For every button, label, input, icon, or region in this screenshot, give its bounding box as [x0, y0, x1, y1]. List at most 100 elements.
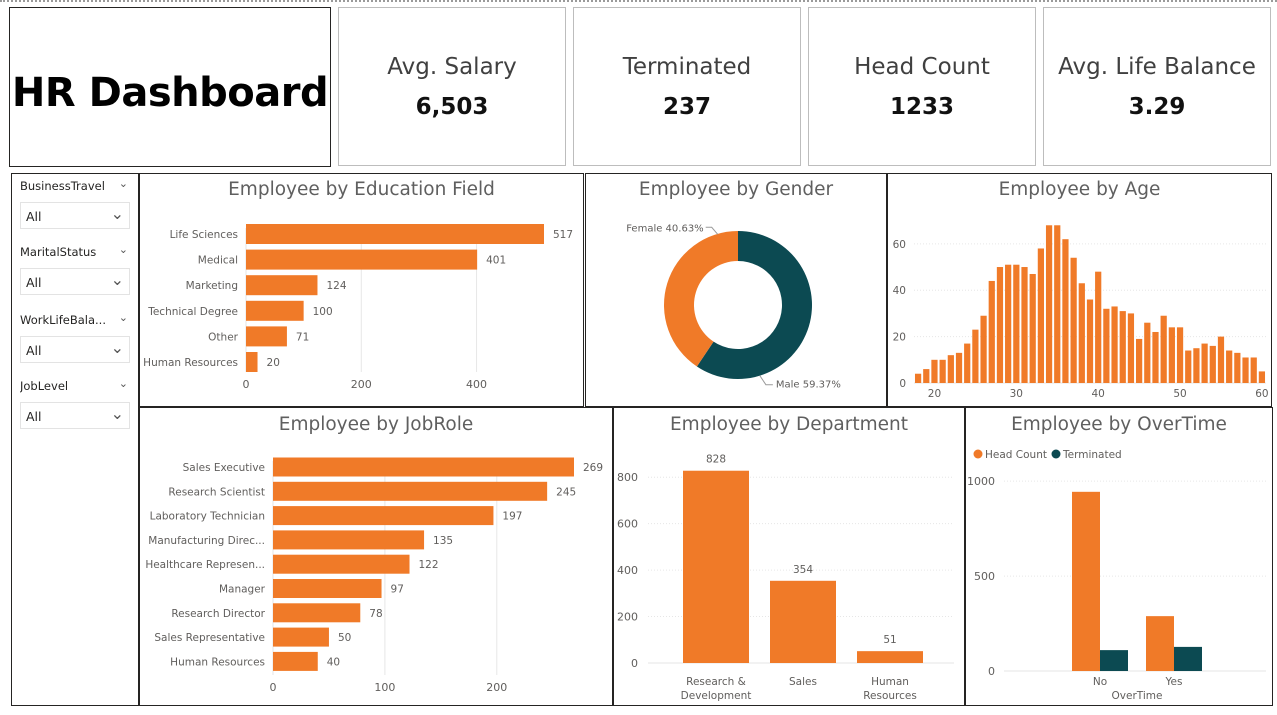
top-border	[0, 0, 1277, 2]
kpi-label: Terminated	[622, 54, 752, 80]
kpi-card-avg-salary[interactable]: Avg. Salary 6,503	[338, 7, 566, 166]
chart-gender[interactable]: Employee by Gender Female 40.63% Male 59.…	[585, 173, 887, 407]
bar	[1226, 350, 1233, 383]
slicer-job-level: JobLevel ⌄ All ⌄	[20, 379, 130, 429]
x-tick-label: 400	[466, 378, 487, 391]
bar	[273, 530, 425, 550]
bar	[947, 355, 954, 383]
slicer-label: MaritalStatus	[20, 245, 97, 259]
chevron-down-icon[interactable]: ⌄	[118, 245, 128, 256]
data-label: 401	[486, 255, 506, 267]
slicer-header-marital-status[interactable]: MaritalStatus ⌄	[20, 245, 130, 263]
slice-label: Female 40.63%	[626, 223, 703, 234]
bar	[1054, 225, 1061, 383]
chevron-down-icon[interactable]: ⌄	[118, 379, 128, 390]
bar	[1146, 616, 1174, 671]
data-label: 20	[267, 357, 280, 369]
category-label: Manufacturing Direc...	[148, 535, 265, 547]
slicer-panel: BusinessTravel ⌄ All ⌄ MaritalStatus ⌄ A…	[11, 173, 139, 706]
category-label: Sales	[789, 676, 817, 688]
data-label: 100	[313, 306, 333, 318]
slicer-header-work-life-balance[interactable]: WorkLifeBala... ⌄	[20, 313, 130, 331]
bar	[1127, 313, 1135, 383]
data-label: 517	[553, 229, 573, 241]
slicer-header-business-travel[interactable]: BusinessTravel ⌄	[20, 179, 130, 197]
x-tick-label: 0	[270, 681, 277, 694]
slicer-dropdown-job-level[interactable]: All ⌄	[20, 402, 130, 429]
kpi-card-avg-life-balance[interactable]: Avg. Life Balance 3.29	[1043, 7, 1271, 166]
chevron-down-icon[interactable]: ⌄	[118, 313, 128, 324]
bar	[1072, 491, 1100, 671]
bar	[980, 315, 987, 383]
bar	[1021, 267, 1028, 383]
legend-marker	[1051, 449, 1061, 459]
kpi-card-terminated[interactable]: Terminated 237	[573, 7, 801, 166]
age-histogram-chart: 0 20 40 60 20 30 40 50 60	[893, 225, 1269, 400]
y-tick-label: 1000	[967, 475, 995, 488]
slicer-work-life-balance: WorkLifeBala... ⌄ All ⌄	[20, 313, 130, 363]
legend-label: Head Count	[985, 449, 1047, 461]
kpi-label: Avg. Salary	[387, 54, 517, 80]
category-label: Development	[681, 690, 752, 702]
bar	[1201, 343, 1208, 383]
bar	[964, 343, 971, 383]
slicer-dropdown-business-travel[interactable]: All ⌄	[20, 202, 130, 229]
bar	[972, 329, 979, 383]
education-field-bar-chart: 0 200 400 Life Sciences 517 Medical 401 Marketi…	[143, 224, 573, 391]
kpi-value: 6,503	[415, 94, 489, 120]
kpi-label: Avg. Life Balance	[1058, 54, 1256, 80]
kpi-value: 237	[662, 94, 711, 120]
bar	[273, 627, 329, 647]
bar	[1103, 308, 1110, 383]
bar	[770, 580, 836, 663]
data-label: 828	[706, 454, 726, 466]
y-tick-label: 40	[893, 285, 906, 297]
bar	[683, 470, 749, 663]
chevron-down-icon: ⌄	[110, 270, 124, 289]
department-column-chart: 0 200 400 600 800 828 Research & Development 354…	[617, 454, 954, 702]
kpi-card-head-count[interactable]: Head Count 1233	[808, 7, 1036, 166]
chart-overtime[interactable]: Employee by OverTime Head Count Terminate…	[965, 407, 1273, 706]
chart-title: Employee by Age	[998, 179, 1161, 200]
bar	[273, 554, 410, 574]
bar	[1160, 315, 1167, 383]
x-axis-title: OverTime	[1112, 690, 1163, 702]
bar	[1062, 239, 1069, 383]
bar	[1193, 348, 1200, 383]
slicer-dropdown-marital-status[interactable]: All ⌄	[20, 268, 130, 295]
chart-age[interactable]: Employee by Age 0 20 40 60 20 30 40 50 60	[887, 173, 1272, 407]
slicer-dropdown-work-life-balance[interactable]: All ⌄	[20, 336, 130, 363]
legend-label: Terminated	[1062, 449, 1122, 461]
chevron-down-icon: ⌄	[110, 338, 124, 357]
y-tick-label: 200	[617, 611, 638, 624]
legend-marker	[973, 449, 983, 459]
bar	[996, 267, 1004, 383]
leader-line	[759, 375, 773, 386]
chart-education-field[interactable]: Employee by Education Field 0 200 400 Life …	[139, 173, 584, 407]
category-label: Human Resources	[143, 357, 238, 369]
bar	[246, 224, 544, 244]
category-label: Sales Representative	[154, 632, 265, 644]
x-tick-label: 30	[1010, 388, 1023, 400]
slicer-selected-value: All	[26, 343, 42, 358]
data-label: 97	[391, 584, 404, 596]
slicer-header-job-level[interactable]: JobLevel ⌄	[20, 379, 130, 397]
bar	[1111, 306, 1118, 383]
category-label: No	[1093, 676, 1107, 688]
y-tick-label: 400	[617, 564, 638, 577]
chevron-down-icon[interactable]: ⌄	[118, 179, 128, 190]
leader-line	[705, 226, 719, 235]
chart-job-role[interactable]: Employee by JobRole 0 100 200 Sales Executi…	[139, 407, 613, 706]
data-label: 124	[326, 280, 346, 292]
bar	[1176, 327, 1184, 383]
category-label: Life Sciences	[170, 229, 238, 241]
bar	[246, 249, 478, 270]
data-label: 40	[327, 656, 340, 668]
bar	[246, 326, 287, 347]
chart-department[interactable]: Employee by Department 0 200 400 600 800 828 R…	[613, 407, 965, 706]
y-tick-label: 60	[893, 239, 906, 251]
bar	[1029, 273, 1036, 383]
kpi-label: Head Count	[854, 54, 990, 80]
x-tick-label: 100	[374, 681, 395, 694]
y-tick-label: 0	[899, 378, 906, 390]
